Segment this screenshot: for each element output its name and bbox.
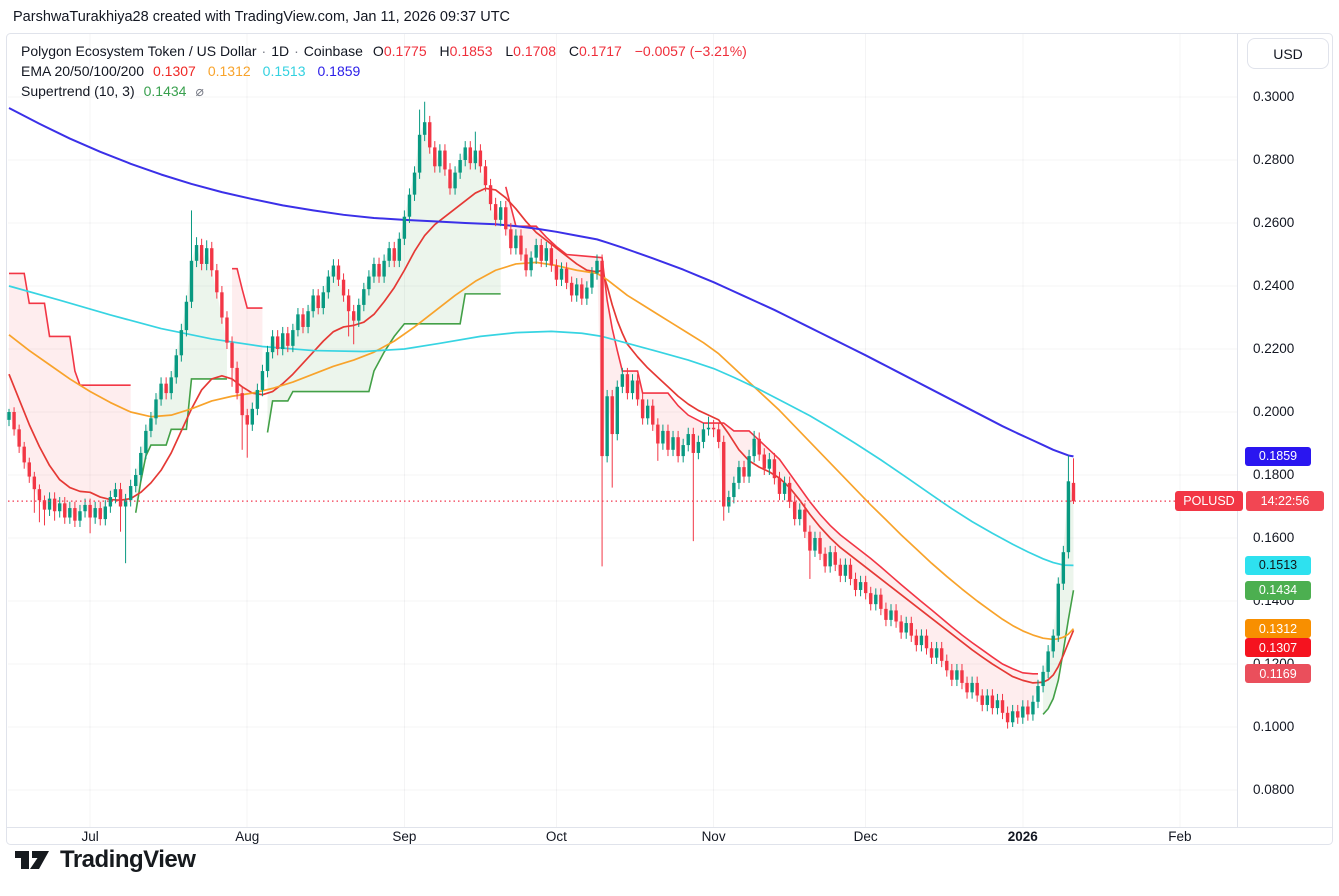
- price-tick-label: 0.1000: [1253, 719, 1295, 734]
- tradingview-logo-text: TradingView: [60, 846, 196, 873]
- change-value: −0.0057 (−3.21%): [634, 43, 747, 59]
- supertrend-indicator-row[interactable]: Supertrend (10, 3) 0.1434 ⌀: [21, 81, 747, 101]
- price-axis-badge: 0.1312: [1245, 619, 1311, 639]
- price-axis-badge: 0.1169: [1245, 664, 1311, 684]
- time-axis-month-label: 2026: [1007, 829, 1038, 844]
- price-tick-label: 0.1600: [1253, 530, 1295, 545]
- symbol-title[interactable]: Polygon Ecosystem Token / US Dollar: [21, 43, 257, 59]
- price-tick-label: 0.2400: [1253, 278, 1295, 293]
- tradingview-logo-icon: [15, 851, 49, 869]
- ema-value: 0.1513: [262, 63, 306, 79]
- time-axis-month-label: Dec: [853, 829, 878, 844]
- price-tick-label: 0.1800: [1253, 467, 1295, 482]
- exchange-label[interactable]: Coinbase: [303, 43, 363, 59]
- price-axis-badge: 0.1859: [1245, 446, 1311, 466]
- ema-indicator-row[interactable]: EMA 20/50/100/200 0.1307 0.1312 0.1513 0.18…: [21, 61, 747, 81]
- ohlc-values: O0.1775 H0.1853 L0.1708 C0.1717 −0.0057 …: [372, 43, 747, 59]
- time-axis-month-label: Aug: [235, 829, 260, 844]
- ema-value: 0.1307: [153, 63, 196, 79]
- time-axis-month-label: Jul: [81, 829, 99, 844]
- ema-values: 0.1307 0.1312 0.1513 0.1859: [153, 61, 372, 81]
- time-axis-month-label: Feb: [1168, 829, 1192, 844]
- separator: ·: [294, 43, 299, 59]
- supertrend-value: 0.1434: [143, 83, 187, 99]
- price-axis-badge: 0.1434: [1245, 580, 1311, 600]
- ema-label: EMA 20/50/100/200: [21, 63, 144, 79]
- price-tick-label: 0.2600: [1253, 215, 1295, 230]
- price-tick-label: 0.2200: [1253, 341, 1295, 356]
- bar-countdown-badge: 14:22:56: [1246, 491, 1324, 512]
- ema-value: 0.1859: [317, 63, 361, 79]
- separator: ·: [261, 43, 267, 59]
- currency-button[interactable]: USD: [1247, 38, 1329, 69]
- supertrend-label: Supertrend (10, 3): [21, 83, 135, 99]
- price-tick-label: 0.2000: [1253, 404, 1295, 419]
- time-axis-month-label: Sep: [392, 829, 417, 844]
- symbol-row: Polygon Ecosystem Token / US Dollar · 1D…: [21, 41, 747, 61]
- ema-value: 0.1312: [207, 63, 251, 79]
- price-tick-label: 0.3000: [1253, 89, 1295, 104]
- chart-legend: Polygon Ecosystem Token / US Dollar · 1D…: [21, 41, 747, 101]
- tradingview-logo[interactable]: TradingView: [14, 846, 196, 874]
- header-credit: ParshwaTurakhiya28 created with TradingV…: [13, 9, 511, 25]
- price-tick-label: 0.2800: [1253, 152, 1295, 167]
- time-axis-month-label: Nov: [701, 829, 726, 844]
- supertrend-empty-value: ⌀: [195, 83, 204, 99]
- price-axis-badge: 0.1513: [1245, 555, 1311, 575]
- time-axis-month-label: Oct: [545, 829, 567, 844]
- interval-label[interactable]: 1D: [271, 43, 290, 59]
- current-price-symbol-badge: POLUSD: [1175, 491, 1243, 512]
- price-tick-label: 0.0800: [1253, 782, 1295, 797]
- price-axis-badge: 0.1307: [1245, 638, 1311, 658]
